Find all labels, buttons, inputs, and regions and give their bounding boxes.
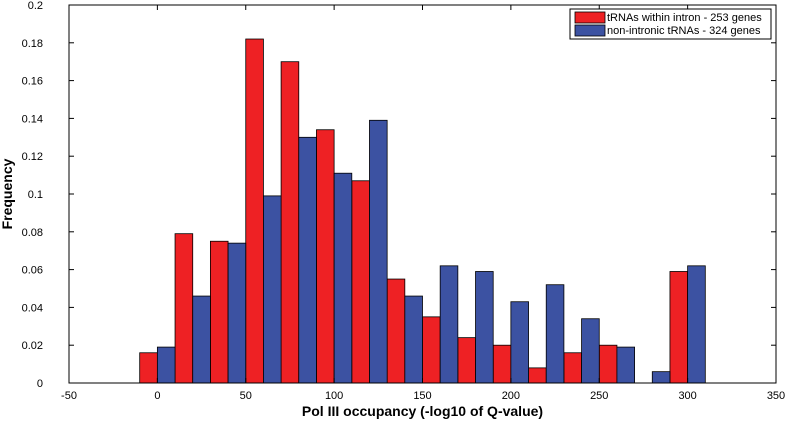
bar-intron-40 (209, 240, 229, 384)
x-tick-label: 300 (678, 390, 696, 402)
bar-nonintronic-260 (616, 346, 635, 384)
x-tick-label: -50 (61, 390, 77, 402)
y-tick-label: 0.04 (22, 302, 43, 314)
y-tick-label: 0.08 (22, 227, 43, 239)
bar-nonintronic-280 (651, 371, 671, 384)
y-tick-label: 0.1 (28, 189, 43, 201)
x-tick-label: 350 (767, 390, 785, 402)
y-tick-label: 0.16 (22, 76, 43, 88)
legend-label-nonintronic: non-intronic tRNAs - 324 genes (607, 25, 761, 37)
bar-nonintronic-80 (298, 136, 317, 384)
y-tick-label: 0.14 (22, 113, 43, 125)
x-tick-label: 200 (502, 390, 520, 402)
bar-nonintronic-0 (156, 346, 176, 384)
y-tick-label: 0.06 (22, 265, 43, 277)
x-tick-label: 100 (325, 390, 343, 402)
y-tick-label: 0 (37, 378, 43, 390)
y-tick-label: 0.2 (28, 0, 43, 12)
bar-intron-220 (528, 367, 547, 384)
bars-layer (139, 38, 706, 384)
bar-nonintronic-160 (439, 265, 459, 384)
x-tick-label: 150 (413, 390, 431, 402)
bar-nonintronic-300 (687, 265, 706, 384)
bar-nonintronic-20 (192, 295, 211, 384)
bar-intron-160 (422, 316, 441, 384)
bar-nonintronic-220 (545, 284, 565, 384)
y-tick-label: 0.02 (22, 340, 43, 352)
legend: tRNAs within intron - 253 genes non-intr… (569, 8, 772, 40)
bar-intron-0 (139, 352, 158, 384)
bar-intron-100 (316, 129, 335, 384)
bar-nonintronic-240 (581, 318, 600, 384)
legend-swatch-blue (574, 24, 606, 37)
bar-nonintronic-180 (475, 271, 494, 384)
y-tick-label: 0.12 (22, 151, 43, 163)
bar-nonintronic-100 (333, 172, 353, 384)
bar-nonintronic-140 (404, 295, 423, 384)
bar-intron-300 (669, 271, 689, 384)
x-tick-label: 0 (154, 390, 160, 402)
legend-label-intron: tRNAs within intron - 253 genes (607, 12, 762, 24)
bar-intron-240 (563, 352, 582, 384)
bar-intron-260 (598, 344, 618, 384)
bar-intron-120 (351, 180, 370, 384)
bar-intron-180 (457, 337, 476, 384)
y-tick-label: 0.18 (22, 38, 43, 50)
bar-intron-140 (386, 278, 406, 384)
bar-nonintronic-200 (510, 301, 529, 384)
x-axis-title: Pol III occupancy (-log10 of Q-value) (302, 403, 543, 419)
x-tick-label: 50 (240, 390, 252, 402)
bar-intron-60 (245, 38, 264, 384)
bar-intron-200 (492, 344, 512, 384)
ticks-layer: -50 0 50 100 150 200 250 300 350 0 0.02 0.04 0.06 0.0… (22, 0, 786, 402)
bar-nonintronic-40 (227, 242, 247, 384)
bar-nonintronic-120 (369, 119, 388, 384)
legend-swatch-red (574, 11, 606, 24)
y-axis-title: Frequency (0, 158, 15, 229)
bar-nonintronic-60 (263, 195, 282, 384)
bar-intron-20 (174, 233, 194, 384)
x-tick-label: 250 (590, 390, 608, 402)
bar-intron-80 (280, 61, 300, 384)
